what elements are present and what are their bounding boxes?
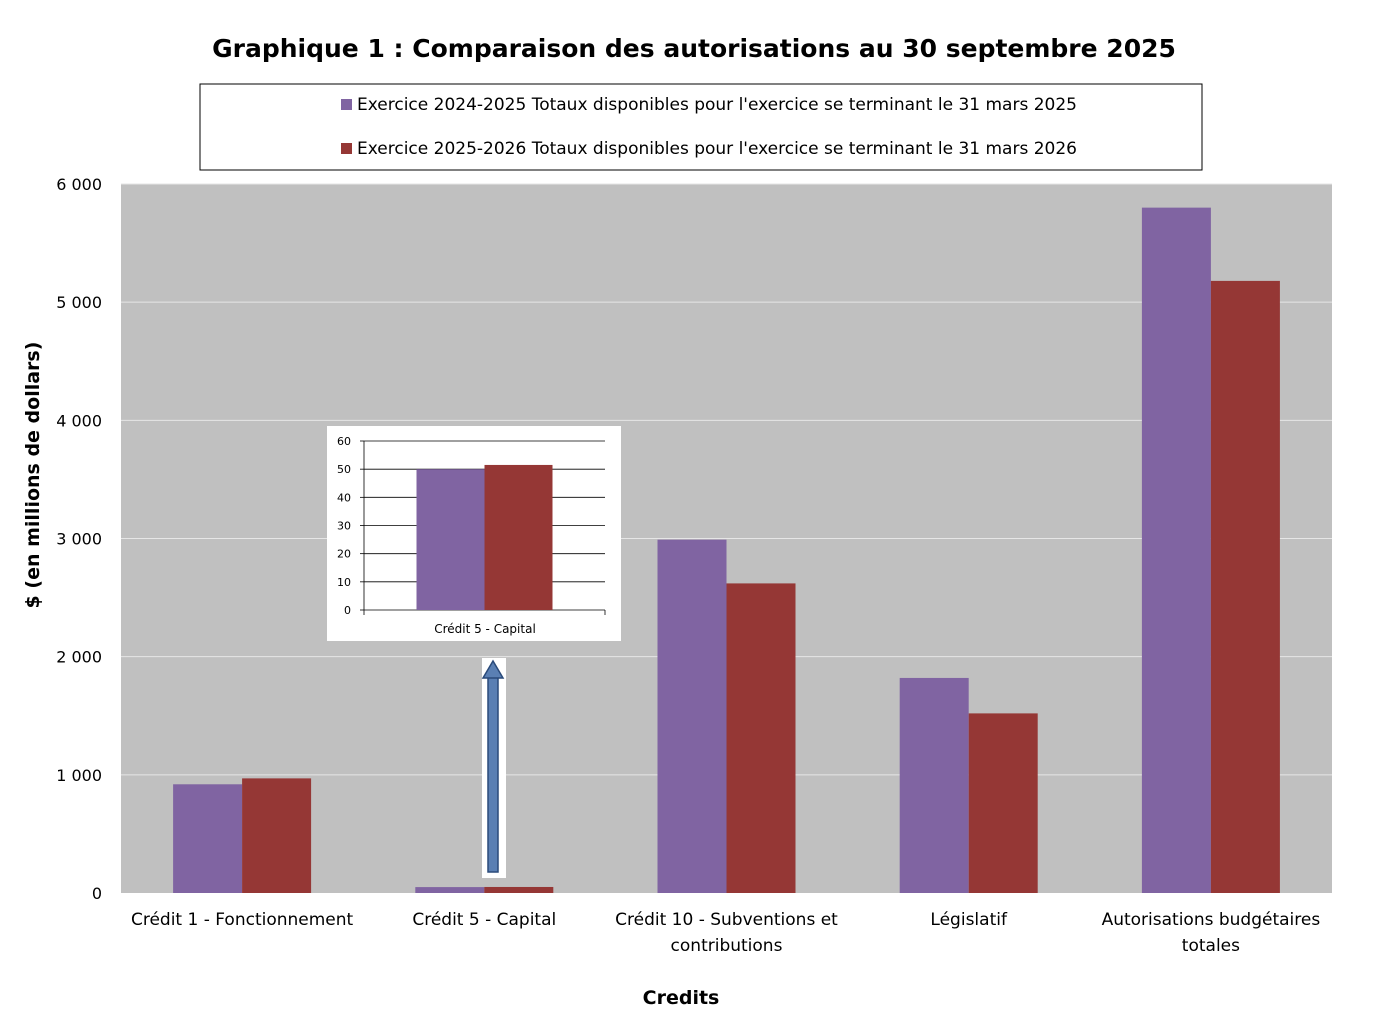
inset-y-tick-label-60: 60 xyxy=(337,435,351,448)
bar-credit-10-subventions-et-contributions-series-1 xyxy=(657,539,727,893)
legend: Exercice 2024-2025 Totaux disponibles po… xyxy=(199,83,1203,171)
y-tick-label-5000: 5 000 xyxy=(56,293,102,312)
inset-chart: 0 10 20 30 40 50 60 Crédit 5 - Capital xyxy=(327,426,621,641)
bar-credit-5-capital-series-2 xyxy=(484,886,554,893)
legend-label-2025-2026: Exercice 2025-2026 Totaux disponibles po… xyxy=(357,139,1077,159)
bar-autorisations-budgetaires-totales-series-2 xyxy=(1210,280,1280,893)
x-category-label-credit-1-fonctionnement: Crédit 1 - Fonctionnement xyxy=(131,910,354,930)
inset-y-tick-label-0: 0 xyxy=(344,604,351,617)
inset-category-label: Crédit 5 - Capital xyxy=(434,622,536,636)
inset-bar-series-2 xyxy=(484,464,553,610)
bar-credit-5-capital-series-1 xyxy=(415,887,485,893)
bar-legislatif-series-1 xyxy=(899,677,969,893)
bar-credit-1-fonctionnement-series-1 xyxy=(173,784,243,893)
legend-box xyxy=(199,83,1203,171)
chart-title: Graphique 1 : Comparaison des autorisati… xyxy=(212,34,1176,63)
y-axis-title: $ (en millions de dollars) xyxy=(22,342,44,609)
x-category-label-credit-5-capital: Crédit 5 - Capital xyxy=(412,910,556,930)
x-axis-categories: Crédit 1 - Fonctionnement Crédit 5 - Capi… xyxy=(131,910,1320,956)
up-arrow-icon xyxy=(481,658,506,878)
inset-y-tick-label-40: 40 xyxy=(337,491,351,504)
bar-credit-1-fonctionnement-series-2 xyxy=(242,778,312,893)
inset-y-tick-label-50: 50 xyxy=(337,463,351,476)
inset-y-tick-label-20: 20 xyxy=(337,548,351,561)
legend-swatch-2025-2026 xyxy=(341,143,352,154)
legend-label-2024-2025: Exercice 2024-2025 Totaux disponibles po… xyxy=(357,95,1077,115)
bar-credit-10-subventions-et-contributions-series-2 xyxy=(726,583,796,893)
inset-y-tick-label-30: 30 xyxy=(337,520,351,533)
y-tick-label-6000: 6 000 xyxy=(56,175,102,194)
legend-swatch-2024-2025 xyxy=(341,99,352,110)
inset-bar-series-1 xyxy=(416,469,485,610)
x-category-label-contributions: contributions xyxy=(671,936,783,956)
bar-legislatif-series-2 xyxy=(968,713,1038,893)
y-tick-label-4000: 4 000 xyxy=(56,411,102,430)
inset-y-tick-label-10: 10 xyxy=(337,576,351,589)
bars xyxy=(173,207,1280,894)
y-tick-label-2000: 2 000 xyxy=(56,648,102,667)
x-category-label-totales: totales xyxy=(1182,936,1240,956)
bar-autorisations-budgetaires-totales-series-1 xyxy=(1141,207,1211,894)
y-tick-label-3000: 3 000 xyxy=(56,530,102,549)
x-category-label-autorisations-budgetaires: Autorisations budgétaires xyxy=(1102,910,1321,930)
y-tick-label-1000: 1 000 xyxy=(56,766,102,785)
y-axis-ticks: 0 1 000 2 000 3 000 4 000 5 000 6 000 xyxy=(56,175,102,903)
x-category-label-credit-10-subventions-et: Crédit 10 - Subventions et xyxy=(615,910,838,930)
y-tick-label-0: 0 xyxy=(92,884,102,903)
x-category-label-legislatif: Législatif xyxy=(930,910,1008,930)
x-axis-title: Credits xyxy=(643,987,720,1009)
